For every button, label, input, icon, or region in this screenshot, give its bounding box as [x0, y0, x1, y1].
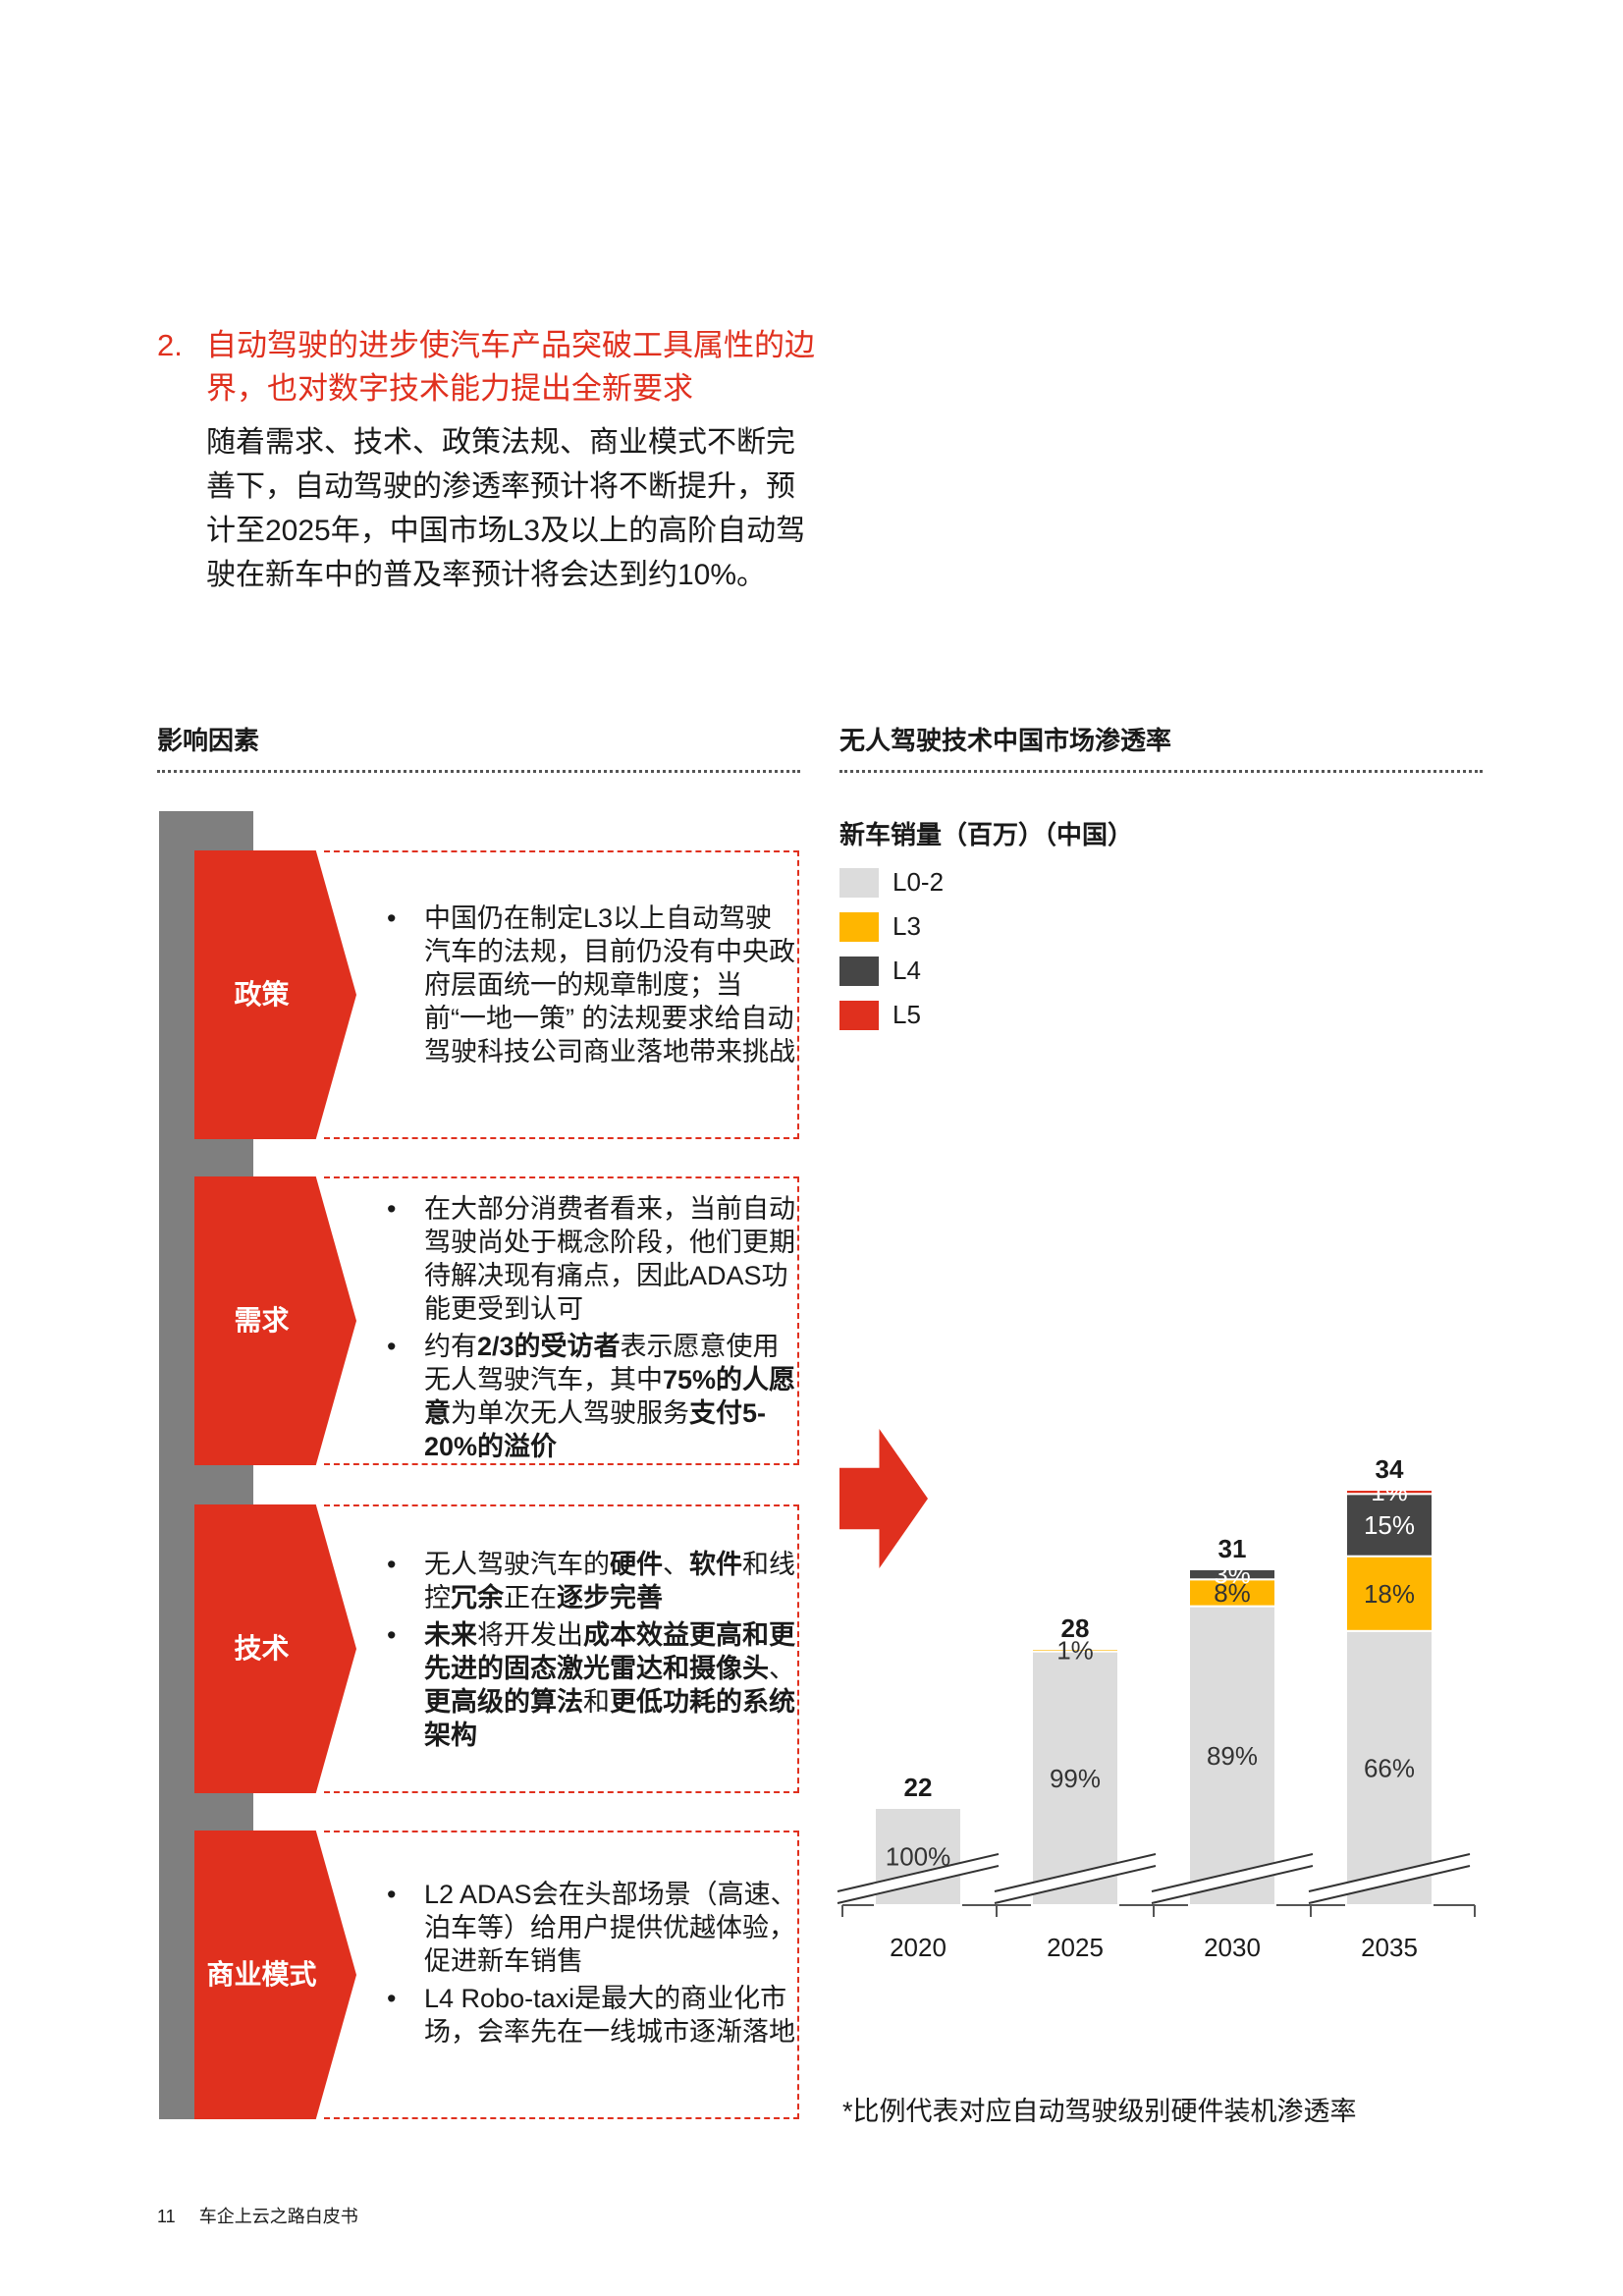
- axis-break-mark: [837, 1853, 1000, 1892]
- legend-label: L4: [893, 956, 921, 985]
- total-label: 34: [1376, 1454, 1404, 1484]
- legend-item: L3: [839, 911, 921, 942]
- data-label: 99%: [1050, 1764, 1101, 1793]
- axis-break-mark: [1151, 1853, 1314, 1892]
- legend-label: L3: [893, 911, 921, 941]
- axis-break-mark: [1308, 1865, 1471, 1904]
- list-item: 约有2/3的受访者表示愿意使用无人驾驶汽车，其中75%的人愿意为单次无人驾驶服务…: [324, 1330, 797, 1463]
- factor-box-technology: 无人驾驶汽车的硬件、软件和线控冗余正在逐步完善 未来将开发出成本效益更高和更先进…: [324, 1504, 799, 1793]
- list-item: 中国仍在制定L3以上自动驾驶汽车的法规，目前仍没有中央政府层面统一的规章制度；当…: [324, 902, 797, 1068]
- page-footer: 11 车企上云之路白皮书: [157, 2203, 358, 2228]
- list-item: L4 Robo-taxi是最大的商业化市场，会率先在一线城市逐渐落地: [324, 1982, 797, 2049]
- chart-title: 新车销量（百万）（中国）: [839, 820, 1134, 849]
- axis-break-gap: [1150, 1854, 1315, 1903]
- left-header-divider: [157, 770, 800, 773]
- legend-swatch: [839, 1000, 879, 1030]
- legend-item: L5: [839, 1000, 921, 1030]
- list-item: 在大部分消费者看来，当前自动驾驶尚处于概念阶段，他们更期待解决现有痛点，因此AD…: [324, 1192, 797, 1326]
- data-label: 89%: [1207, 1741, 1258, 1771]
- total-label: 31: [1218, 1534, 1247, 1563]
- chart-footnote: *比例代表对应自动驾驶级别硬件装机渗透率: [842, 2097, 1357, 2126]
- axis-break-mark: [994, 1865, 1157, 1904]
- bar-segment: [1345, 1555, 1434, 1632]
- x-tick-label: 2020: [890, 1933, 947, 1962]
- section-title: 自动驾驶的进步使汽车产品突破工具属性的边界，也对数字技术能力提出全新要求: [206, 328, 815, 406]
- bar-segment: [1345, 1493, 1434, 1558]
- left-column-header: 影响因素: [157, 726, 260, 755]
- x-tick-label: 2030: [1204, 1933, 1261, 1962]
- total-label: 22: [904, 1773, 933, 1802]
- data-label: 3%: [1214, 1559, 1251, 1589]
- axis-break-mark: [837, 1865, 1000, 1904]
- bar-segment: [1345, 1629, 1434, 1906]
- axis-break-mark: [1308, 1853, 1471, 1892]
- legend-swatch: [839, 911, 879, 942]
- x-tick-label: 2025: [1047, 1933, 1104, 1962]
- bar-segment: [1031, 1648, 1119, 1653]
- legend-label: L5: [893, 1000, 921, 1029]
- bar-segment: [1345, 1489, 1434, 1496]
- list-item: 无人驾驶汽车的硬件、软件和线控冗余正在逐步完善: [324, 1548, 797, 1614]
- data-label: 66%: [1364, 1753, 1415, 1782]
- document-title: 车企上云之路白皮书: [198, 2207, 358, 2226]
- data-label: 1%: [1371, 1477, 1408, 1506]
- stacked-bar-chart: 100%22202099%1%28202589%8%3%31203066%18%…: [836, 1454, 1476, 1962]
- page-number: 11: [157, 2207, 176, 2226]
- factor-box-policy: 中国仍在制定L3以上自动驾驶汽车的法规，目前仍没有中央政府层面统一的规章制度；当…: [324, 850, 799, 1139]
- intro-paragraph: 随着需求、技术、政策法规、商业模式不断完善下，自动驾驶的渗透率预计将不断提升，预…: [206, 426, 806, 591]
- data-label: 8%: [1214, 1578, 1251, 1608]
- axis-break-gap: [1307, 1854, 1472, 1903]
- data-label: 1%: [1056, 1635, 1094, 1665]
- list-item: L2 ADAS会在头部场景（高速、泊车等）给用户提供优越体验，促进新车销售: [324, 1878, 797, 1978]
- data-label: 15%: [1364, 1510, 1415, 1540]
- axis-break-mark: [994, 1853, 1157, 1892]
- bar-segment: [1188, 1605, 1276, 1906]
- factor-box-demand: 在大部分消费者看来，当前自动驾驶尚处于概念阶段，他们更期待解决现有痛点，因此AD…: [324, 1176, 799, 1465]
- legend-label: L0-2: [893, 867, 945, 897]
- factor-box-business-model: L2 ADAS会在头部场景（高速、泊车等）给用户提供优越体验，促进新车销售 L4…: [324, 1831, 799, 2119]
- axis-break-gap: [993, 1854, 1158, 1903]
- right-header-divider: [839, 770, 1483, 773]
- bar-segment: [1031, 1650, 1119, 1906]
- legend-item: L0-2: [839, 867, 944, 898]
- axis-break-gap: [836, 1854, 1001, 1903]
- legend-swatch: [839, 956, 879, 986]
- right-column-header: 无人驾驶技术中国市场渗透率: [839, 726, 1172, 755]
- section-number: 2.: [157, 328, 183, 362]
- axis-break-mark: [1151, 1865, 1314, 1904]
- data-label: 100%: [886, 1842, 951, 1872]
- total-label: 28: [1061, 1613, 1090, 1643]
- legend-item: L4: [839, 956, 921, 986]
- data-label: 18%: [1364, 1579, 1415, 1609]
- legend-swatch: [839, 867, 879, 898]
- x-tick-label: 2035: [1361, 1933, 1418, 1962]
- bar-segment: [1188, 1568, 1276, 1581]
- list-item: 未来将开发出成本效益更高和更先进的固态激光雷达和摄像头、更高级的算法和更低功耗的…: [324, 1618, 797, 1752]
